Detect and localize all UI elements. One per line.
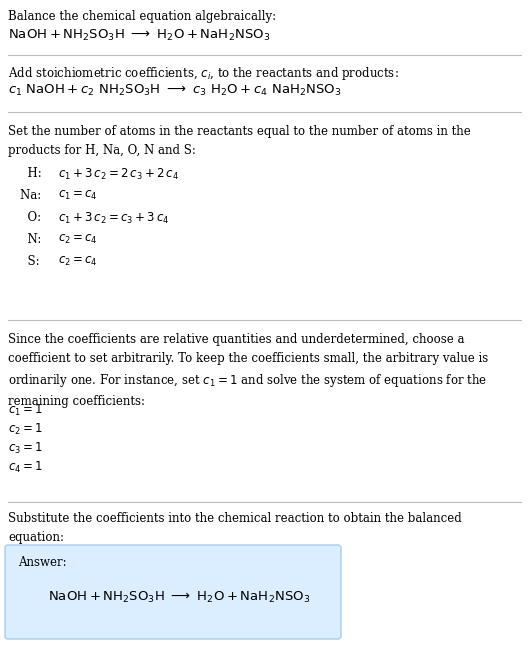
Text: Na:: Na: bbox=[20, 189, 45, 202]
FancyBboxPatch shape bbox=[5, 545, 341, 639]
Text: $\mathrm{NaOH + NH_2SO_3H}\ \longrightarrow\ \mathrm{H_2O + NaH_2NSO_3}$: $\mathrm{NaOH + NH_2SO_3H}\ \longrightar… bbox=[8, 28, 270, 43]
Text: $c_4 = 1$: $c_4 = 1$ bbox=[8, 460, 43, 475]
Text: $c_2 = c_4$: $c_2 = c_4$ bbox=[58, 233, 98, 246]
Text: Add stoichiometric coefficients, $c_i$, to the reactants and products:: Add stoichiometric coefficients, $c_i$, … bbox=[8, 65, 399, 82]
Text: $c_1 = c_4$: $c_1 = c_4$ bbox=[58, 189, 98, 202]
Text: Balance the chemical equation algebraically:: Balance the chemical equation algebraica… bbox=[8, 10, 276, 23]
Text: H:: H: bbox=[20, 167, 45, 180]
Text: $c_2 = 1$: $c_2 = 1$ bbox=[8, 422, 43, 437]
Text: $c_3 = 1$: $c_3 = 1$ bbox=[8, 441, 43, 456]
Text: Set the number of atoms in the reactants equal to the number of atoms in the
pro: Set the number of atoms in the reactants… bbox=[8, 125, 471, 157]
Text: Since the coefficients are relative quantities and underdetermined, choose a
coe: Since the coefficients are relative quan… bbox=[8, 333, 488, 408]
Text: $c_1 + 3\,c_2 = c_3 + 3\,c_4$: $c_1 + 3\,c_2 = c_3 + 3\,c_4$ bbox=[58, 211, 169, 226]
Text: O:: O: bbox=[20, 211, 45, 224]
Text: $c_1 = 1$: $c_1 = 1$ bbox=[8, 403, 43, 418]
Text: $c_2 = c_4$: $c_2 = c_4$ bbox=[58, 255, 98, 268]
Text: $c_1 + 3\,c_2 = 2\,c_3 + 2\,c_4$: $c_1 + 3\,c_2 = 2\,c_3 + 2\,c_4$ bbox=[58, 167, 179, 182]
Text: Substitute the coefficients into the chemical reaction to obtain the balanced
eq: Substitute the coefficients into the che… bbox=[8, 512, 462, 544]
Text: Answer:: Answer: bbox=[18, 556, 67, 569]
Text: $c_1\ \mathrm{NaOH} + c_2\ \mathrm{NH_2SO_3H}\ \longrightarrow\ c_3\ \mathrm{H_2: $c_1\ \mathrm{NaOH} + c_2\ \mathrm{NH_2S… bbox=[8, 83, 342, 98]
Text: S:: S: bbox=[20, 255, 43, 268]
Text: N:: N: bbox=[20, 233, 45, 246]
Text: $\mathrm{NaOH + NH_2SO_3H}\ \longrightarrow\ \mathrm{H_2O + NaH_2NSO_3}$: $\mathrm{NaOH + NH_2SO_3H}\ \longrightar… bbox=[48, 590, 311, 605]
